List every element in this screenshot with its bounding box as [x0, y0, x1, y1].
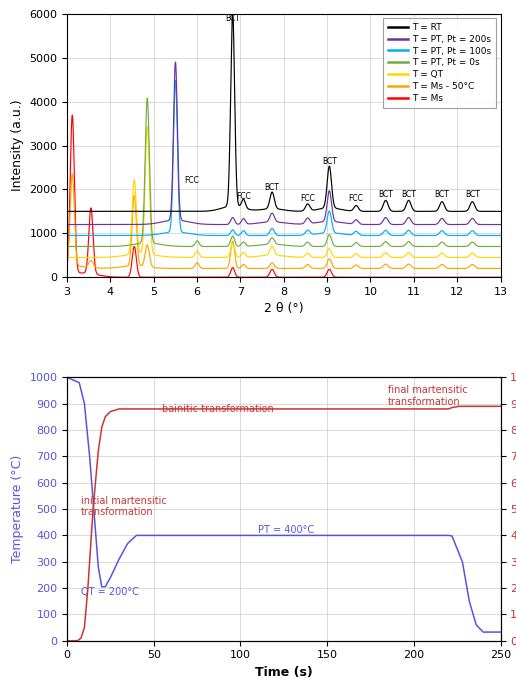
Legend: T = RT, T = PT, Pt = 200s, T = PT, Pt = 100s, T = PT, Pt = 0s, T = QT, T = Ms - : T = RT, T = PT, Pt = 200s, T = PT, Pt = …	[383, 19, 496, 107]
X-axis label: 2 θ (°): 2 θ (°)	[264, 302, 303, 316]
Text: BCT: BCT	[378, 189, 393, 198]
Text: FCC: FCC	[185, 176, 199, 185]
Text: final martensitic
transformation: final martensitic transformation	[388, 385, 467, 407]
Text: BCT: BCT	[401, 189, 416, 198]
Text: FCC: FCC	[349, 194, 364, 203]
Y-axis label: Temperature (°C): Temperature (°C)	[11, 455, 24, 563]
Text: bainitic transformation: bainitic transformation	[163, 404, 274, 414]
Text: initial martensitic
transformation: initial martensitic transformation	[81, 495, 167, 517]
Text: BCT: BCT	[434, 189, 449, 198]
Text: BCT: BCT	[225, 14, 240, 23]
Y-axis label: Intensity (a.u.): Intensity (a.u.)	[11, 100, 24, 192]
X-axis label: Time (s): Time (s)	[255, 666, 313, 679]
Text: BCT: BCT	[465, 189, 480, 198]
Text: BCT: BCT	[265, 183, 280, 192]
Text: PT = 400°C: PT = 400°C	[258, 525, 314, 535]
Text: FCC: FCC	[300, 194, 315, 203]
Text: FCC: FCC	[236, 192, 251, 201]
Text: BCT: BCT	[322, 157, 337, 166]
Text: QT = 200°C: QT = 200°C	[81, 587, 139, 597]
